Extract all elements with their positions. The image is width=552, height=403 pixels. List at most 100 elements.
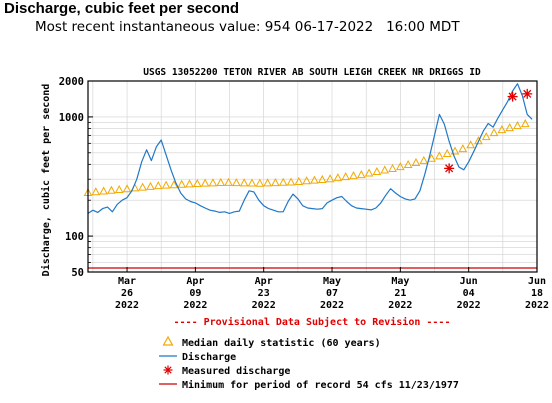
x-tick-year: 2022: [525, 300, 549, 311]
median-marker: [192, 178, 202, 188]
median-marker: [255, 178, 265, 187]
legend-median-label: Median daily statistic (60 years): [182, 337, 381, 349]
median-marker: [91, 187, 101, 196]
discharge-line: [87, 83, 533, 214]
plot-frame: [87, 80, 538, 273]
median-marker: [263, 178, 272, 187]
x-tick-day: 18: [531, 288, 543, 299]
median-marker: [99, 186, 108, 195]
median-marker: [302, 176, 311, 185]
median-marker: [177, 179, 187, 188]
legend-measured-label: Measured discharge: [182, 365, 290, 377]
grid-lines: [88, 80, 538, 272]
x-tick-month: Apr: [186, 276, 204, 287]
axis-ticks: 5010010002000Mar262022Apr092022Apr232022…: [59, 76, 549, 311]
x-tick-year: 2022: [183, 300, 207, 311]
y-tick-label: 50: [71, 267, 84, 279]
x-tick-year: 2022: [320, 300, 344, 311]
measured-marker-stroke: [445, 164, 454, 173]
median-marker: [146, 181, 155, 190]
x-tick-day: 07: [326, 288, 338, 299]
median-marker: [200, 178, 210, 187]
y-tick-label: 1000: [59, 112, 84, 124]
median-marker: [481, 132, 491, 141]
x-tick-year: 2022: [388, 300, 412, 311]
legend-measured-symbol: [163, 365, 173, 375]
median-marker: [497, 125, 507, 134]
median-marker: [435, 151, 444, 160]
median-marker: [114, 184, 124, 193]
median-marker: [161, 180, 171, 189]
median-marker: [364, 168, 374, 177]
measured-series: [444, 88, 533, 174]
median-marker: [107, 185, 116, 194]
x-tick-year: 2022: [252, 300, 276, 311]
chart-title: USGS 13052200 TETON RIVER AB SOUTH LEIGH…: [143, 67, 481, 78]
x-tick-month: Jun: [528, 276, 546, 287]
median-marker: [239, 178, 249, 187]
median-marker: [356, 170, 366, 179]
median-marker: [224, 177, 233, 186]
median-marker: [294, 176, 304, 185]
x-tick-month: Jun: [460, 276, 478, 287]
median-marker: [388, 163, 397, 172]
median-marker: [278, 177, 288, 186]
x-tick-month: Mar: [118, 276, 136, 287]
median-marker: [341, 172, 351, 181]
median-marker: [232, 178, 241, 187]
measured-marker: [522, 88, 533, 99]
median-marker: [286, 177, 296, 186]
median-marker: [333, 173, 343, 182]
median-marker: [325, 174, 335, 183]
y-tick-label: 2000: [59, 76, 84, 88]
median-marker: [138, 182, 147, 191]
median-marker: [372, 166, 382, 176]
legend-minimum-label: Minimum for period of record 54 cfs 11/2…: [182, 379, 459, 391]
x-tick-month: Apr: [255, 276, 273, 287]
median-marker: [396, 162, 405, 171]
x-tick-day: 21: [394, 288, 406, 299]
median-marker: [349, 171, 358, 180]
median-marker: [169, 180, 179, 189]
median-marker: [427, 153, 436, 162]
provisional-note: ---- Provisional Data Subject to Revisio…: [174, 316, 451, 328]
y-axis-label: Discharge, cubic feet per second: [40, 84, 52, 277]
median-marker: [310, 175, 319, 184]
median-marker: [380, 165, 390, 174]
most-recent-value: Most recent instantaneous value: 954 06-…: [35, 19, 460, 35]
median-marker: [216, 177, 226, 186]
median-marker: [122, 184, 132, 193]
measured-marker-stroke: [523, 89, 532, 98]
median-marker: [247, 178, 257, 187]
page-title: Discharge, cubic feet per second: [4, 0, 240, 17]
discharge-series: [87, 83, 533, 214]
median-marker: [513, 121, 522, 130]
x-tick-month: May: [391, 276, 409, 287]
x-tick-day: 23: [258, 288, 270, 299]
median-marker: [271, 178, 280, 187]
x-tick-day: 04: [463, 288, 475, 299]
median-marker: [442, 148, 452, 157]
legend: Median daily statistic (60 years) Discha…: [159, 335, 459, 391]
legend-discharge-label: Discharge: [182, 351, 236, 363]
median-marker: [185, 179, 194, 188]
measured-marker-stroke: [508, 92, 517, 101]
legend-median-symbol: [162, 335, 174, 346]
median-marker: [317, 174, 327, 183]
median-marker: [419, 155, 429, 164]
x-tick-month: May: [323, 276, 341, 287]
median-marker: [403, 159, 413, 169]
median-marker: [474, 136, 483, 145]
x-tick-year: 2022: [457, 300, 481, 311]
median-series: [83, 119, 530, 196]
measured-marker: [507, 91, 518, 102]
median-marker: [458, 144, 468, 153]
median-marker: [466, 140, 475, 149]
median-marker: [505, 123, 515, 132]
median-marker: [450, 146, 460, 155]
median-marker: [489, 128, 499, 137]
median-marker: [208, 178, 218, 187]
x-tick-year: 2022: [115, 300, 139, 311]
x-tick-day: 26: [121, 288, 133, 299]
